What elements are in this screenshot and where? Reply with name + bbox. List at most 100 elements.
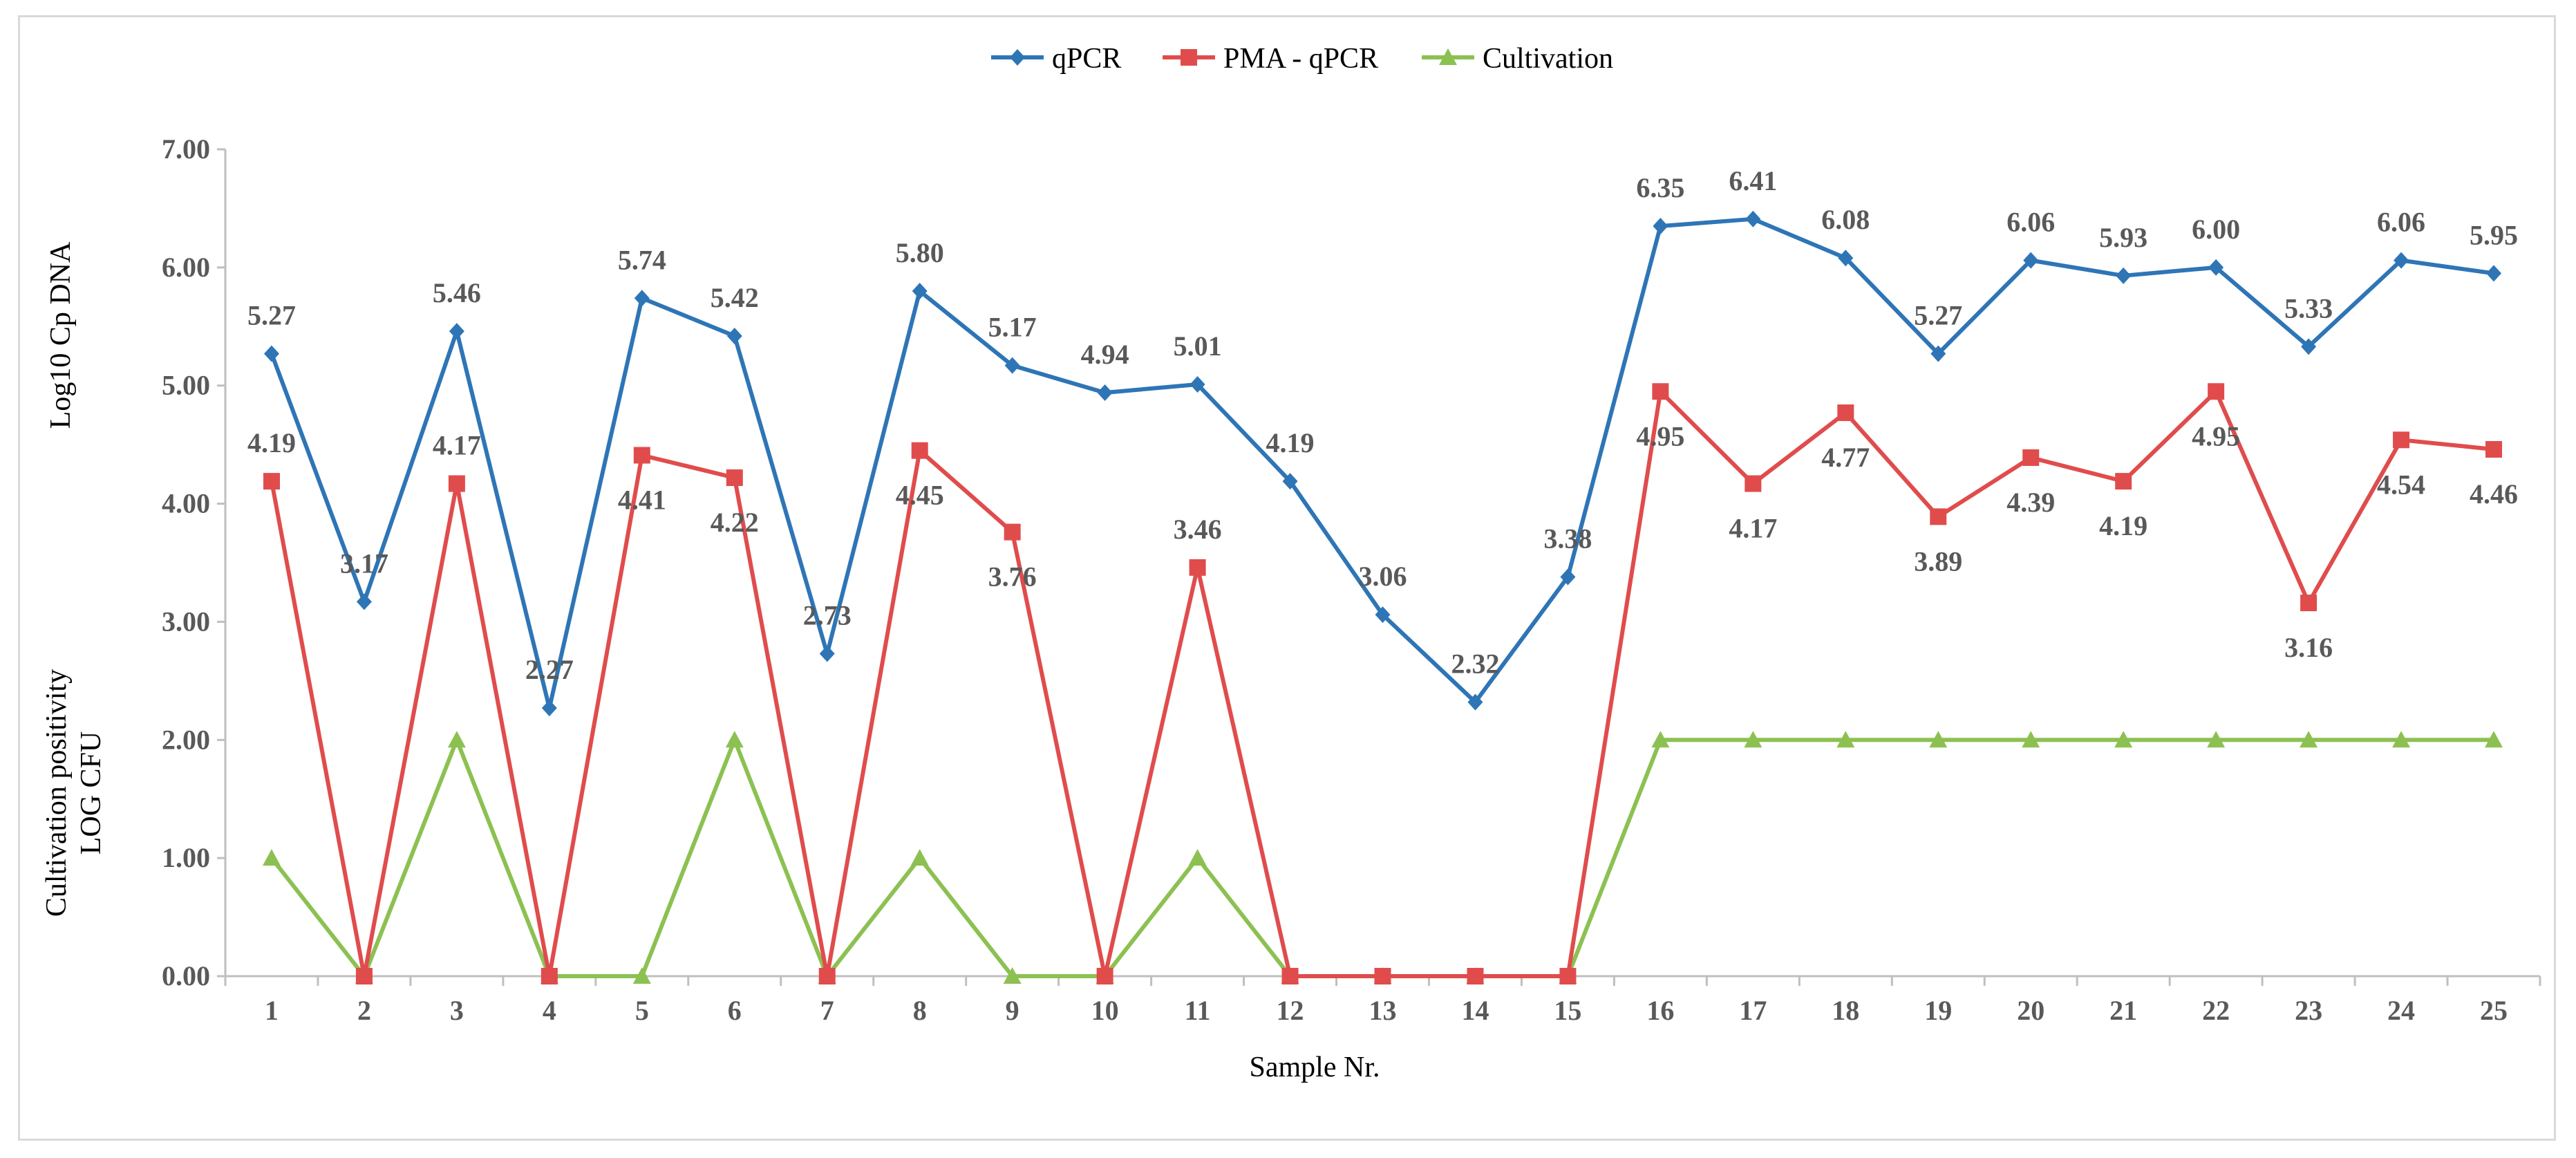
x-tick-label: 16 [1646,995,1674,1026]
data-point-pma-qpcr [263,473,280,490]
data-point-qpcr [2486,265,2502,282]
y-tick-label: 6.00 [162,252,210,283]
x-tick-label: 22 [2202,995,2230,1026]
x-tick-label: 2 [357,995,371,1026]
y-axis-title-bottom-line2: LOG CFU [75,731,107,855]
data-point-qpcr [1004,357,1020,374]
x-tick-label: 10 [1091,995,1119,1026]
x-tick-label: 1 [265,995,279,1026]
data-point-qpcr [356,593,372,610]
data-point-qpcr [1930,345,1946,362]
data-label-pma-qpcr: 4.17 [433,430,481,461]
data-point-cultivation [262,849,281,866]
data-point-pma-qpcr [1652,383,1669,400]
data-label-qpcr: 3.17 [340,548,388,579]
data-point-qpcr [449,323,464,340]
x-tick-label: 7 [820,995,834,1026]
data-label-pma-qpcr: 4.45 [896,480,944,511]
data-label-pma-qpcr: 4.19 [2099,510,2147,541]
data-point-qpcr [634,290,650,307]
data-point-pma-qpcr [355,968,373,984]
data-point-pma-qpcr [2115,473,2132,490]
data-label-pma-qpcr: 4.95 [1636,420,1684,451]
data-point-cultivation [632,967,651,984]
legend-swatch-marker [1181,49,1197,66]
y-tick-label: 2.00 [162,724,210,755]
series-line-qpcr [270,216,2494,711]
x-tick-label: 24 [2387,995,2415,1026]
data-label-qpcr: 2.27 [525,654,574,685]
data-point-qpcr [1838,250,1854,267]
data-label-qpcr: 5.17 [988,312,1037,343]
data-point-cultivation [725,731,744,748]
legend-label: qPCR [1052,43,1121,75]
data-point-qpcr [2116,267,2132,284]
chart-frame: qPCR PMA - qPCR Cultivation 0.00 1.00 2.00 3.… [18,15,2556,1141]
x-tick-label: 20 [2017,995,2044,1026]
data-label-layer: 5.27 3.17 5.46 2.27 5.74 5.42 2.73 5.80 5.17 4.94… [247,165,2518,685]
data-point-pma-qpcr [1837,404,1854,422]
y-tick-label: 1.00 [162,842,210,873]
data-point-pma-qpcr [2485,440,2503,458]
data-label-qpcr: 6.00 [2192,214,2240,245]
x-tick-label: 8 [913,995,927,1026]
data-label-pma-qpcr: 4.77 [1821,442,1870,473]
data-label-pma-qpcr: 3.89 [1914,545,1962,577]
data-point-pma-qpcr [2208,383,2225,400]
x-tick-label: 4 [543,995,556,1026]
legend-entry-qpcr: qPCR [991,43,1121,75]
data-point-cultivation [1003,967,1022,984]
x-tick-label: 19 [1924,995,1952,1026]
data-point-pma-qpcr [1559,968,1577,984]
y-tick-label: 7.00 [162,133,210,165]
data-label-pma-qpcr: 3.46 [1174,514,1222,545]
data-label-pma-qpcr: 4.17 [1729,513,1777,544]
data-label-qpcr: 5.95 [2470,219,2518,250]
data-label-pma-qpcr: 4.54 [2377,469,2425,500]
data-point-pma-qpcr [1096,968,1113,984]
x-tick-label: 15 [1554,995,1581,1026]
x-tick-label: 21 [2109,995,2137,1026]
data-point-cultivation [1744,731,1762,748]
data-label-qpcr: 5.27 [1914,300,1962,331]
legend-entry-pma-qpcr: PMA - qPCR [1163,43,1378,75]
data-point-pma-qpcr [818,968,836,984]
data-label-pma-qpcr: 4.46 [2470,478,2518,510]
legend: qPCR PMA - qPCR Cultivation [991,43,1613,75]
data-point-qpcr [1745,210,1761,227]
legend-swatch-marker [1010,49,1025,66]
data-label-qpcr: 5.01 [1174,330,1222,362]
data-point-qpcr [819,645,835,662]
data-point-qpcr [1653,218,1668,235]
x-tick-label: 6 [728,995,742,1026]
data-label-qpcr: 6.06 [2377,207,2425,238]
data-point-qpcr [912,283,928,300]
data-point-qpcr [541,700,557,717]
series-line-cultivation [270,738,2494,978]
x-tick-label: 5 [635,995,649,1026]
data-point-qpcr [726,327,742,344]
data-label-qpcr: 3.06 [1359,561,1407,592]
data-point-cultivation [2207,731,2226,748]
data-label-pma-qpcr: 4.41 [618,485,666,516]
data-point-cultivation [2114,731,2133,748]
series-cultivation [262,731,2503,984]
series-qpcr [263,210,2502,717]
data-label-qpcr: 6.35 [1636,172,1684,203]
data-point-qpcr [1560,568,1576,586]
data-point-pma-qpcr [540,968,558,984]
data-point-qpcr [1375,606,1391,624]
data-label-qpcr: 3.38 [1543,523,1592,554]
data-point-pma-qpcr [911,442,928,459]
data-point-cultivation [2392,731,2411,748]
x-tick-label: 11 [1185,995,1211,1026]
x-tick-label: 23 [2295,995,2322,1026]
y-tick-label: 0.00 [162,960,210,991]
data-point-pma-qpcr [2393,431,2410,449]
data-label-pma-qpcr: 3.76 [988,561,1037,592]
data-point-cultivation [1929,731,1948,748]
data-label-qpcr: 5.80 [896,237,944,268]
data-label-qpcr: 5.33 [2284,292,2333,324]
data-label-pma-qpcr: 4.22 [711,507,759,538]
series-pma-qpcr [263,383,2503,984]
